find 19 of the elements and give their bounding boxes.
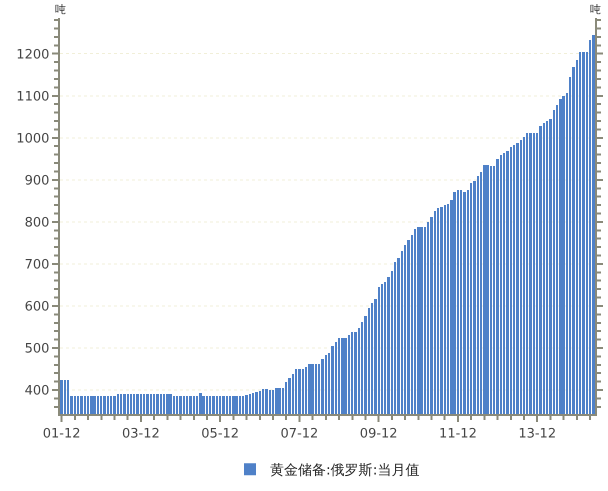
x-tick-label: 03-12 (122, 426, 160, 442)
y-tick-label: 1100 (16, 89, 50, 104)
y-tick-label: 700 (24, 257, 50, 272)
y-tick-label: 900 (24, 173, 50, 188)
y-tick-label: 500 (24, 342, 50, 357)
y-tick-label: 1000 (16, 131, 50, 146)
x-tick-label: 09-12 (360, 426, 398, 442)
x-tick-label: 01-12 (42, 426, 81, 442)
y-tick-label: 800 (24, 215, 50, 230)
x-tick-label: 07-12 (280, 426, 318, 442)
x-tick-label: 11-12 (439, 426, 477, 442)
x-tick-label: 13-12 (518, 426, 556, 442)
legend-label: 黄金储备:俄罗斯:当月值 (270, 462, 420, 479)
text: 吨 (590, 3, 601, 16)
text: 吨 (55, 3, 66, 16)
y-tick-label: 1200 (16, 47, 50, 62)
y-tick-label: 400 (24, 384, 50, 399)
x-tick-label: 05-12 (201, 426, 240, 442)
y-tick-label: 600 (24, 300, 50, 315)
